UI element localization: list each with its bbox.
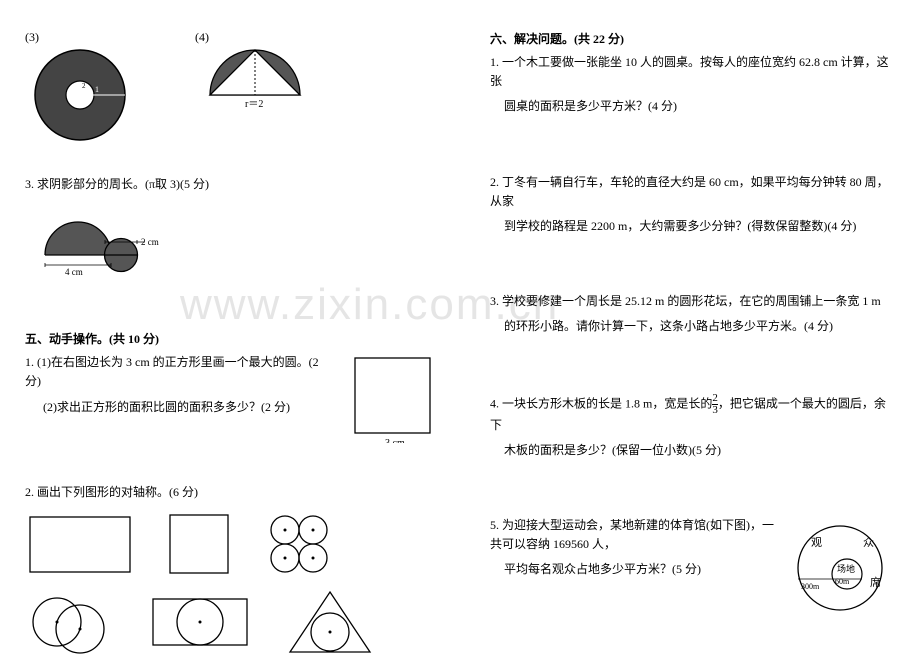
st-guan: 观 (811, 536, 822, 549)
r-q4-line1: 4. 一块长方形木板的长是 1.8 m，宽是长的23，把它锯成一个最大的圆后，余… (490, 393, 895, 435)
st-xi: 席 (870, 575, 881, 589)
shape-tri-circle (285, 587, 375, 657)
r-q1b: 圆桌的面积是多少平方米？(4 分) (504, 97, 895, 116)
page: (3) 1 2 (4) r＝2 3. 求阴影 (0, 0, 920, 650)
sec6-title: 六、解决问题。(共 22 分) (490, 30, 895, 47)
fig3-block: (3) 1 2 (25, 30, 135, 145)
q3-dim1: 2 cm (141, 237, 159, 247)
st-300: 300m (801, 582, 820, 591)
r-q3a: 3. 学校要修建一个周长是 25.12 m 的圆形花坛，在它的周围铺上一条宽 1… (490, 292, 895, 311)
q3-dim2: 4 cm (65, 267, 83, 277)
fig3-label: (3) (25, 30, 135, 45)
fig4-r-label: r＝2 (245, 99, 263, 110)
figs-3-4-row: (3) 1 2 (4) r＝2 (25, 30, 445, 145)
r-q3b: 的环形小路。请你计算一下，这条小路占地多少平方米。(4 分) (504, 317, 895, 336)
r-q5a: 5. 为迎接大型运动会，某地新建的体育馆(如下图)，一共可以容纳 169560 … (490, 516, 775, 554)
fig3-svg: 1 2 (25, 45, 135, 145)
r-q2a: 2. 丁冬有一辆自行车，车轮的直径大约是 60 cm，如果平均每分钟转 80 周… (490, 173, 895, 211)
r-q5-row: 5. 为迎接大型运动会，某地新建的体育馆(如下图)，一共可以容纳 169560 … (490, 516, 895, 616)
r-q4c: 木板的面积是多少？(保留一位小数)(5 分) (504, 441, 895, 460)
r-q5b: 平均每名观众占地多少平方米？(5 分) (504, 560, 775, 579)
st-zhong: 众 (863, 536, 874, 549)
right-column: 六、解决问题。(共 22 分) 1. 一个木工要做一张能坐 10 人的圆桌。按每… (460, 0, 920, 650)
shape-2circles (25, 587, 115, 657)
fig4-block: (4) r＝2 (195, 30, 315, 145)
q5-1-block: 3 cm 1. (1)在右图边长为 3 cm 的正方形里画一个最大的圆。(2 分… (25, 353, 445, 443)
r-q4a: 4. 一块长方形木板的长是 1.8 m，宽是长的 (490, 396, 712, 410)
q5-2: 2. 画出下列图形的对轴称。(6 分) (25, 483, 445, 502)
square-3cm-box: 3 cm (345, 353, 445, 443)
shape-4circles (265, 512, 335, 577)
sq-label: 3 cm (385, 438, 405, 443)
svg-text:2: 2 (82, 82, 86, 90)
shapes-row1 (25, 512, 445, 577)
shape-rect-circle (145, 587, 255, 657)
st-inner: 场地 (837, 563, 855, 574)
r-q2b: 到学校的路程是 2200 m，大约需要多少分钟？(得数保留整数)(4 分) (504, 217, 895, 236)
fig4-svg: r＝2 (195, 45, 315, 120)
fig4-label: (4) (195, 30, 315, 45)
shape-square (165, 512, 235, 577)
q3-text: 3. 求阴影部分的周长。(π取 3)(5 分) (25, 175, 445, 194)
st-60: 60m (835, 577, 850, 586)
q3-svg: 2 cm 4 cm (25, 200, 175, 280)
shape-rect-wide (25, 512, 135, 577)
shapes-row2 (25, 587, 445, 657)
svg-text:1: 1 (95, 85, 99, 94)
left-column: (3) 1 2 (4) r＝2 3. 求阴影 (0, 0, 460, 650)
stadium-svg: 观 众 席 场地 300m 60m (785, 516, 895, 616)
r-q1a: 1. 一个木工要做一张能坐 10 人的圆桌。按每人的座位宽约 62.8 cm 计… (490, 53, 895, 91)
sec5-title: 五、动手操作。(共 10 分) (25, 330, 445, 347)
